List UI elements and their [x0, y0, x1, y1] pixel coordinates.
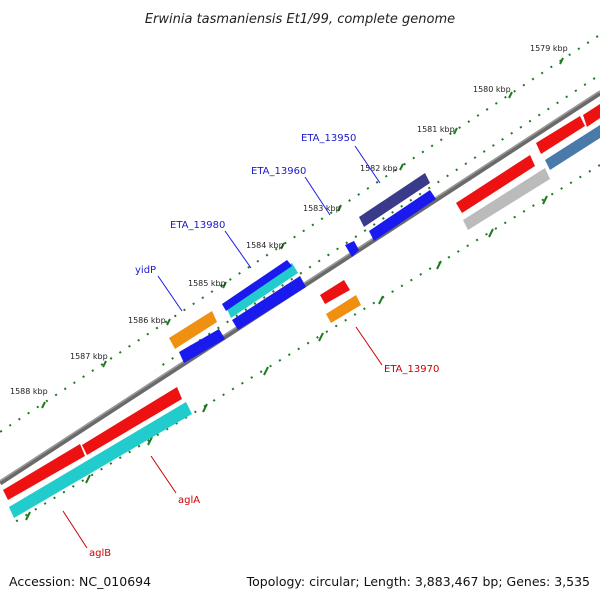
gene-arrow-red [583, 104, 600, 127]
tick-track-lower [9, 164, 600, 526]
gene-label-aglA[interactable]: aglA [178, 495, 200, 506]
gene-arrow-blue-small [345, 241, 359, 257]
tick-track-outer [0, 35, 599, 433]
blue-leader-lines [157, 145, 381, 312]
tick-label-1580: 1580 kbp [473, 85, 511, 94]
gene-label-ETA_13970[interactable]: ETA_13970 [384, 364, 439, 375]
footer-accession: Accession: NC_010694 [9, 574, 151, 589]
reverse-strand-genes [3, 125, 600, 518]
footer-topology: Topology: circular; Length: 3,883,467 bp… [246, 574, 590, 589]
gene-label-yidP[interactable]: yidP [135, 265, 156, 276]
tick-label-1582: 1582 kbp [360, 164, 398, 173]
tick-label-1585: 1585 kbp [188, 279, 226, 288]
gene-arrow-gray [463, 168, 550, 230]
forward-strand-genes [169, 104, 600, 363]
tick-label-1588: 1588 kbp [10, 387, 48, 396]
gene-arrow-blue [369, 190, 436, 241]
gene-label-aglB[interactable]: aglB [89, 548, 111, 559]
gene-arrow-cyan [227, 263, 298, 318]
red-leader-lines [62, 326, 383, 549]
tick-label-1586: 1586 kbp [128, 316, 166, 325]
gene-arrow-orange [326, 295, 361, 323]
tick-label-1584: 1584 kbp [246, 241, 284, 250]
tick-label-1581: 1581 kbp [417, 125, 455, 134]
gene-arrow-blue [232, 276, 306, 330]
gene-arrow-steel [545, 125, 600, 170]
tick-label-1583: 1583 kbp [303, 204, 341, 213]
gene-label-ETA_13950[interactable]: ETA_13950 [301, 133, 356, 144]
gene-arrow-blue [179, 329, 225, 363]
gene-arrow-red-small [320, 280, 350, 304]
gene-arrow-cyan [9, 402, 192, 518]
tick-label-1579: 1579 kbp [530, 44, 568, 53]
gene-arrow-red [536, 116, 585, 154]
tick-label-1587: 1587 kbp [70, 352, 108, 361]
gene-label-ETA_13980[interactable]: ETA_13980 [170, 220, 225, 231]
tick-track-inner-upper [154, 77, 596, 371]
gene-arrow-red [82, 387, 182, 455]
major-ticks [25, 57, 564, 521]
gene-arrow-navy [359, 173, 430, 227]
gene-arrow-blue [222, 260, 292, 311]
map-title: Erwinia tasmaniensis Et1/99, complete ge… [145, 12, 455, 27]
gene-arrow-orange [169, 311, 217, 349]
gene-label-ETA_13960[interactable]: ETA_13960 [251, 166, 306, 177]
gene-arrow-red [3, 444, 85, 500]
gene-arrow-red [456, 155, 535, 213]
